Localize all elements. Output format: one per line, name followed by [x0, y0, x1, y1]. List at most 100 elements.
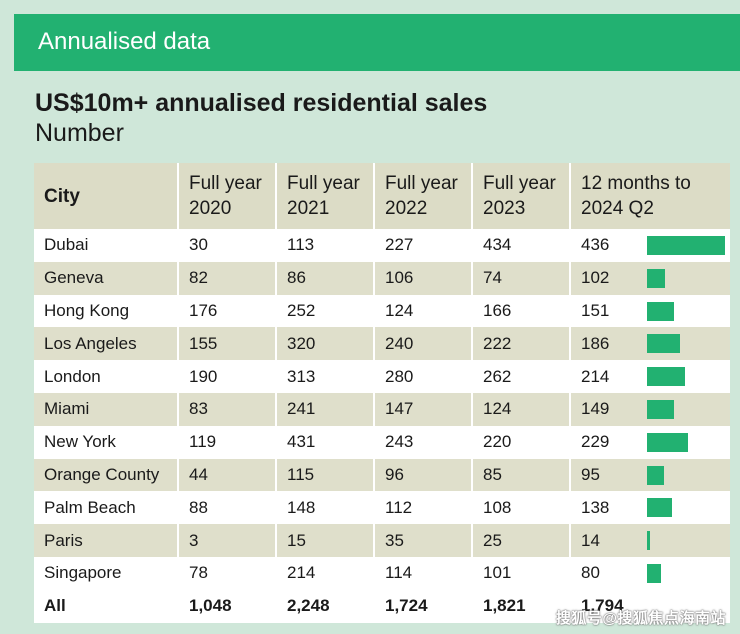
value-cell: 241	[275, 392, 374, 426]
value-cell: 35	[373, 524, 472, 557]
bar-mark	[647, 334, 681, 354]
bar-mark	[647, 367, 686, 387]
value-cell: 78	[177, 556, 276, 590]
value-cell: 74	[471, 261, 570, 295]
bar-mark	[647, 531, 650, 551]
column-header-line: Full year	[287, 173, 360, 194]
value-cell: 86	[275, 261, 374, 295]
column-header-line: 2022	[385, 198, 428, 219]
value-cell: 148	[275, 491, 374, 525]
value-cell-latest: 229	[569, 425, 730, 459]
value-cell: 320	[275, 327, 374, 361]
bar-mark	[647, 301, 674, 321]
table-row: Miami 83 241 147 124 149	[34, 392, 730, 426]
total-value-cell: 1,821	[471, 589, 570, 623]
table-row: Los Angeles 155 320 240 222 186	[34, 327, 730, 361]
value-label: 214	[581, 366, 610, 386]
sales-table: City Full year 2020 Full year 2021 Full ye…	[34, 163, 730, 623]
value-cell-latest: 151	[569, 294, 730, 328]
value-label: 138	[581, 497, 610, 517]
value-cell: 280	[373, 360, 472, 393]
column-header-line: Full year	[483, 173, 556, 194]
total-label: All	[34, 589, 178, 623]
bar-mark	[647, 498, 672, 518]
value-cell: 15	[275, 524, 374, 557]
column-header-line: 2024 Q2	[581, 198, 654, 219]
value-cell: 106	[373, 261, 472, 295]
total-value-cell: 1,048	[177, 589, 276, 623]
value-cell-latest: 138	[569, 491, 730, 525]
value-cell: 222	[471, 327, 570, 361]
value-cell: 155	[177, 327, 276, 361]
value-cell: 25	[471, 524, 570, 557]
value-cell: 119	[177, 425, 276, 459]
city-cell: Dubai	[34, 229, 178, 262]
column-header-line: 2021	[287, 198, 330, 219]
column-header-line: 2023	[483, 198, 526, 219]
value-cell: 3	[177, 524, 276, 557]
value-label: 229	[581, 432, 610, 452]
value-cell: 85	[471, 458, 570, 492]
value-label: 436	[581, 235, 610, 255]
value-cell: 83	[177, 392, 276, 426]
column-header-city: City	[34, 163, 178, 229]
total-value-cell: 2,248	[275, 589, 374, 623]
city-cell: Los Angeles	[34, 327, 178, 361]
value-cell: 434	[471, 229, 570, 262]
table-row: Geneva 82 86 106 74 102	[34, 261, 730, 295]
column-header-line: 12 months to	[581, 173, 691, 194]
value-cell-latest: 14	[569, 524, 730, 557]
city-cell: Miami	[34, 392, 178, 426]
column-header-line: 2020	[189, 198, 232, 219]
value-label: 80	[581, 563, 600, 583]
bar-mark	[647, 268, 666, 288]
value-cell-latest: 214	[569, 360, 730, 393]
column-header-line: Full year	[189, 173, 262, 194]
column-header-2023: Full year 2023	[471, 163, 570, 229]
section-header-label: Annualised data	[38, 28, 211, 55]
value-cell: 96	[373, 458, 472, 492]
table-row: Dubai 30 113 227 434 436	[34, 229, 730, 262]
value-cell: 313	[275, 360, 374, 393]
value-cell: 113	[275, 229, 374, 262]
value-cell-latest: 95	[569, 458, 730, 492]
value-cell: 176	[177, 294, 276, 328]
city-cell: New York	[34, 425, 178, 459]
value-cell-latest: 149	[569, 392, 730, 426]
table-subtitle: Number	[35, 119, 124, 147]
city-cell: London	[34, 360, 178, 393]
value-cell: 101	[471, 556, 570, 590]
value-cell: 115	[275, 458, 374, 492]
table-row: London 190 313 280 262 214	[34, 360, 730, 393]
value-cell: 124	[471, 392, 570, 426]
value-cell: 112	[373, 491, 472, 525]
value-cell: 252	[275, 294, 374, 328]
value-label: 102	[581, 268, 610, 288]
total-value-cell: 1,794	[569, 589, 730, 623]
value-label: 149	[581, 399, 610, 419]
value-cell-latest: 186	[569, 327, 730, 361]
table-row: Singapore 78 214 114 101 80	[34, 556, 730, 590]
column-header-2020: Full year 2020	[177, 163, 276, 229]
total-row: All 1,048 2,248 1,724 1,821 1,794	[34, 589, 730, 623]
column-header-label: City	[44, 185, 80, 207]
value-cell: 431	[275, 425, 374, 459]
value-cell: 30	[177, 229, 276, 262]
value-cell: 147	[373, 392, 472, 426]
value-cell-latest: 436	[569, 229, 730, 262]
total-value-cell: 1,724	[373, 589, 472, 623]
value-cell-latest: 80	[569, 556, 730, 590]
bar-mark	[647, 563, 662, 583]
value-cell: 240	[373, 327, 472, 361]
table-title: US$10m+ annualised residential sales	[35, 89, 488, 117]
table-body: Dubai 30 113 227 434 436 Geneva 82 86 106 74 102 Hon…	[34, 229, 730, 623]
section-header: Annualised data	[14, 14, 740, 71]
value-label: 151	[581, 300, 610, 320]
bar-mark	[647, 236, 725, 255]
city-cell: Paris	[34, 524, 178, 557]
table-row: Orange County 44 115 96 85 95	[34, 458, 730, 492]
value-cell: 262	[471, 360, 570, 393]
table-row: Palm Beach 88 148 112 108 138	[34, 491, 730, 525]
value-label: 14	[581, 530, 600, 550]
bar-mark	[647, 399, 674, 419]
